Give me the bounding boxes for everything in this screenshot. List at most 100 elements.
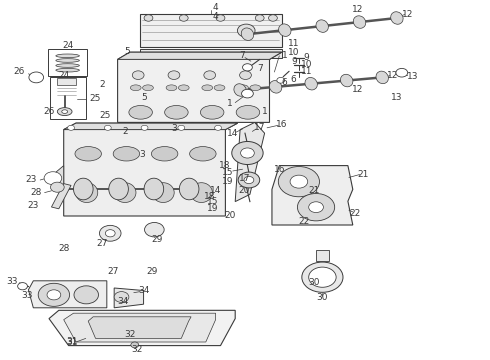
Text: 21: 21 [357,170,368,179]
Circle shape [168,71,180,80]
Bar [187,185,196,193]
Text: 34: 34 [138,286,149,295]
Ellipse shape [75,147,101,161]
Bar [50,77,86,119]
Ellipse shape [376,71,389,84]
Text: 29: 29 [146,266,158,276]
Text: 16: 16 [276,120,288,129]
Ellipse shape [57,108,72,116]
Circle shape [204,71,216,80]
Ellipse shape [341,74,353,87]
Text: 19: 19 [207,204,219,213]
Wedge shape [107,193,130,203]
Polygon shape [235,122,265,202]
Text: 34: 34 [117,297,128,306]
Circle shape [290,175,308,188]
Ellipse shape [143,85,153,91]
Text: 1: 1 [227,99,233,108]
Circle shape [255,15,264,21]
Text: 32: 32 [124,330,136,338]
Text: 13: 13 [407,72,418,81]
Circle shape [269,15,277,21]
Ellipse shape [190,183,213,202]
Text: 23: 23 [27,201,39,210]
Text: 18: 18 [219,161,230,170]
Bar [140,14,282,47]
Text: 13: 13 [391,93,403,102]
Text: 24: 24 [58,71,69,80]
Polygon shape [118,52,282,59]
Circle shape [240,71,251,80]
Circle shape [238,172,260,188]
Circle shape [114,292,129,302]
Text: 12: 12 [352,4,364,13]
Ellipse shape [165,105,188,119]
Text: 20: 20 [238,186,250,195]
Circle shape [104,125,111,130]
Ellipse shape [391,12,403,24]
Ellipse shape [353,16,366,28]
Circle shape [74,286,98,304]
Text: 27: 27 [107,267,119,276]
Circle shape [309,267,336,287]
Circle shape [47,290,61,300]
Circle shape [237,24,255,37]
Ellipse shape [56,54,79,58]
Text: 4: 4 [213,3,219,12]
Ellipse shape [236,105,260,119]
Text: 26: 26 [13,68,24,77]
Text: 27: 27 [96,238,108,248]
Ellipse shape [200,105,224,119]
Ellipse shape [166,85,177,91]
Text: 29: 29 [151,235,163,244]
Circle shape [141,125,148,130]
Text: 9: 9 [304,53,310,62]
Circle shape [68,125,74,130]
Ellipse shape [241,28,254,40]
Text: 20: 20 [224,211,236,220]
Circle shape [309,202,323,212]
Text: 12: 12 [352,85,364,94]
Circle shape [215,125,221,130]
Text: 14: 14 [227,129,239,138]
Ellipse shape [130,85,141,91]
Text: 3: 3 [139,150,145,159]
Polygon shape [64,313,216,342]
Circle shape [132,71,144,80]
Text: 17: 17 [239,174,251,183]
Text: 23: 23 [25,175,37,184]
Bar [140,49,282,58]
Circle shape [278,167,319,197]
Text: 30: 30 [317,293,328,302]
Circle shape [105,230,115,237]
Text: 2: 2 [122,127,128,136]
Bar [152,185,161,193]
Text: 12: 12 [402,10,414,19]
Bar [316,250,329,261]
Ellipse shape [178,85,189,91]
Circle shape [297,194,335,221]
Text: 33: 33 [6,277,18,287]
Circle shape [131,342,139,348]
Polygon shape [272,166,353,225]
Text: 1: 1 [262,107,268,116]
Circle shape [277,77,285,83]
Text: 26: 26 [43,107,55,116]
Circle shape [178,125,185,130]
Text: 24: 24 [62,40,73,49]
Polygon shape [88,317,191,338]
Ellipse shape [109,178,128,200]
Circle shape [38,283,70,306]
Text: 2: 2 [100,80,105,89]
Polygon shape [64,123,238,216]
Ellipse shape [56,59,79,62]
Ellipse shape [62,110,68,113]
Circle shape [18,283,27,290]
Text: 11: 11 [288,40,300,49]
Text: 30: 30 [308,278,319,287]
Text: 19: 19 [222,177,234,186]
Circle shape [50,182,64,192]
Polygon shape [51,184,71,209]
Ellipse shape [279,24,291,36]
Ellipse shape [114,183,136,202]
